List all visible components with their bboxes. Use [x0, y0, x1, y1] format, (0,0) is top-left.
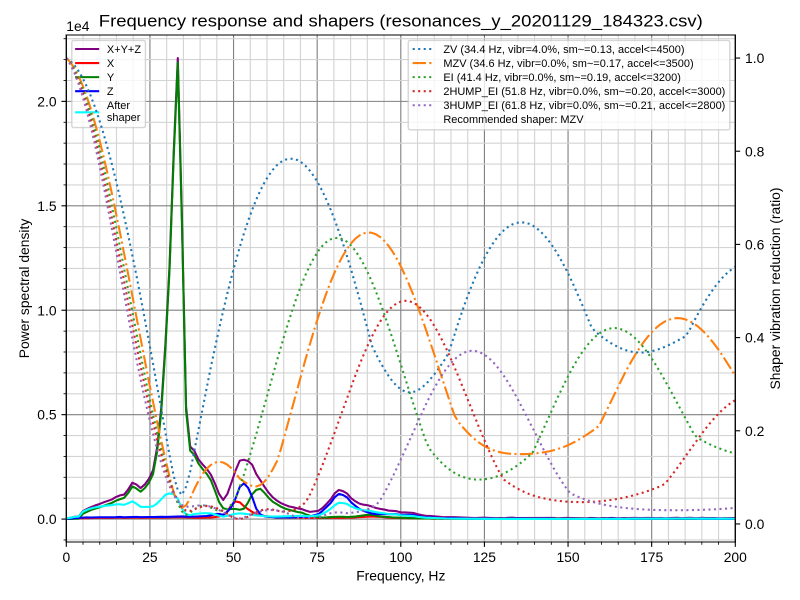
svg-text:Recommended shaper: MZV: Recommended shaper: MZV [443, 114, 584, 126]
svg-text:ZV (34.4 Hz, vibr=4.0%, sm~=0.: ZV (34.4 Hz, vibr=4.0%, sm~=0.13, accel<… [443, 44, 684, 56]
svg-text:100: 100 [389, 549, 412, 565]
svg-text:0.6: 0.6 [745, 236, 765, 252]
svg-text:1.0: 1.0 [37, 302, 57, 318]
svg-text:2HUMP_EI (51.8 Hz, vibr=0.0%,: 2HUMP_EI (51.8 Hz, vibr=0.0%, sm~=0.20, … [443, 86, 725, 98]
svg-text:150: 150 [556, 549, 579, 565]
svg-text:3HUMP_EI (61.8 Hz, vibr=0.0%,: 3HUMP_EI (61.8 Hz, vibr=0.0%, sm~=0.21, … [443, 100, 725, 112]
svg-text:200: 200 [724, 549, 747, 565]
svg-text:MZV (34.6 Hz, vibr=0.0%, sm~=0: MZV (34.6 Hz, vibr=0.0%, sm~=0.17, accel… [443, 58, 693, 70]
svg-text:Frequency response and shapers: Frequency response and shapers (resonanc… [99, 12, 703, 31]
svg-text:0.0: 0.0 [37, 511, 57, 527]
svg-text:0.2: 0.2 [745, 423, 765, 439]
svg-text:Z: Z [107, 86, 114, 98]
svg-text:0.5: 0.5 [37, 407, 57, 423]
svg-text:EI (41.4 Hz, vibr=0.0%, sm~=0.: EI (41.4 Hz, vibr=0.0%, sm~=0.19, accel<… [443, 72, 680, 84]
svg-text:Shaper vibration reduction (ra: Shaper vibration reduction (ratio) [767, 187, 783, 389]
svg-text:X+Y+Z: X+Y+Z [107, 44, 141, 56]
svg-text:shaper: shaper [107, 112, 141, 124]
svg-text:2.0: 2.0 [37, 93, 57, 109]
svg-text:1.5: 1.5 [37, 198, 57, 214]
svg-text:Power spectral density: Power spectral density [16, 219, 32, 359]
svg-text:After: After [107, 100, 131, 112]
svg-text:1.0: 1.0 [745, 50, 765, 66]
svg-text:0.0: 0.0 [745, 516, 765, 532]
svg-text:0.8: 0.8 [745, 143, 765, 159]
svg-text:1e4: 1e4 [66, 18, 89, 34]
svg-text:75: 75 [309, 549, 325, 565]
svg-text:25: 25 [142, 549, 158, 565]
svg-text:Y: Y [107, 72, 115, 84]
svg-text:50: 50 [226, 549, 242, 565]
svg-text:0: 0 [62, 549, 70, 565]
svg-text:0.4: 0.4 [745, 330, 765, 346]
svg-text:125: 125 [473, 549, 496, 565]
svg-text:175: 175 [640, 549, 663, 565]
svg-text:X: X [107, 58, 115, 70]
svg-text:Frequency, Hz: Frequency, Hz [356, 567, 445, 583]
